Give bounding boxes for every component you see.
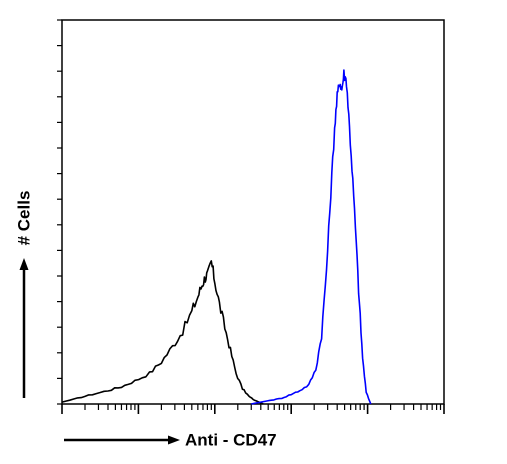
y-axis-label: # Cells [15,191,34,246]
cd47-histogram-line [251,69,372,405]
x-axis-ticks [61,404,445,414]
x-axis-label-group: Anti - CD47 [64,431,277,450]
y-axis-label-group: # Cells [15,191,34,398]
x-axis-arrow-head [168,435,180,445]
series-layer [61,69,372,405]
x-axis-label: Anti - CD47 [185,431,277,450]
plot-frame [61,19,445,405]
y-axis-arrow-head [19,258,29,270]
control-histogram-line [61,260,264,405]
y-axis-ticks [57,19,62,405]
